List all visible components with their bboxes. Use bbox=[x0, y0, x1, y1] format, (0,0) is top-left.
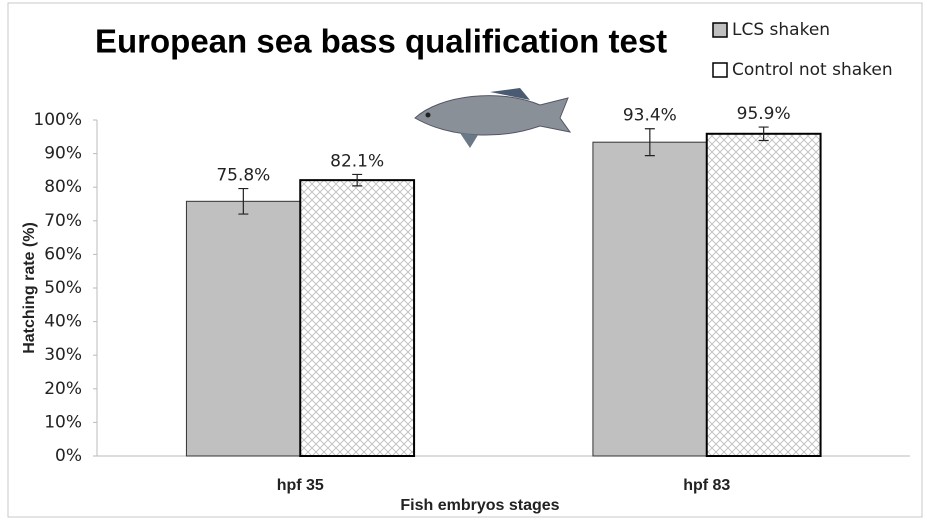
chart-title: European sea bass qualification test bbox=[95, 23, 667, 60]
y-tick-label: 40% bbox=[44, 312, 82, 332]
x-tick-label: hpf 35 bbox=[277, 477, 324, 494]
y-tick-label: 70% bbox=[44, 211, 82, 231]
data-label: 82.1% bbox=[330, 151, 384, 171]
bar bbox=[186, 201, 300, 456]
y-tick-label: 100% bbox=[33, 110, 82, 130]
data-label: 95.9% bbox=[737, 104, 791, 124]
bar bbox=[593, 142, 707, 456]
y-tick-label: 10% bbox=[44, 412, 82, 432]
chart: European sea bass qualification test Hat… bbox=[0, 0, 927, 522]
bar bbox=[300, 180, 414, 456]
y-tick-label: 60% bbox=[44, 244, 82, 264]
data-label: 93.4% bbox=[623, 106, 677, 126]
legend-label: LCS shaken bbox=[732, 20, 830, 40]
y-tick-label: 90% bbox=[44, 144, 82, 164]
y-tick-label: 20% bbox=[44, 379, 82, 399]
y-tick-label: 30% bbox=[44, 345, 82, 365]
legend-swatch bbox=[713, 23, 727, 37]
bar bbox=[707, 134, 821, 456]
legend-label: Control not shaken bbox=[732, 60, 893, 80]
legend-swatch bbox=[713, 63, 727, 77]
x-axis-title: Fish embryos stages bbox=[400, 497, 559, 514]
y-tick-label: 0% bbox=[55, 446, 82, 466]
y-tick-label: 80% bbox=[44, 177, 82, 197]
data-label: 75.8% bbox=[216, 166, 270, 186]
x-tick-label: hpf 83 bbox=[683, 477, 730, 494]
y-axis-title: Hatching rate (%) bbox=[21, 222, 38, 354]
y-tick-label: 50% bbox=[44, 278, 82, 298]
